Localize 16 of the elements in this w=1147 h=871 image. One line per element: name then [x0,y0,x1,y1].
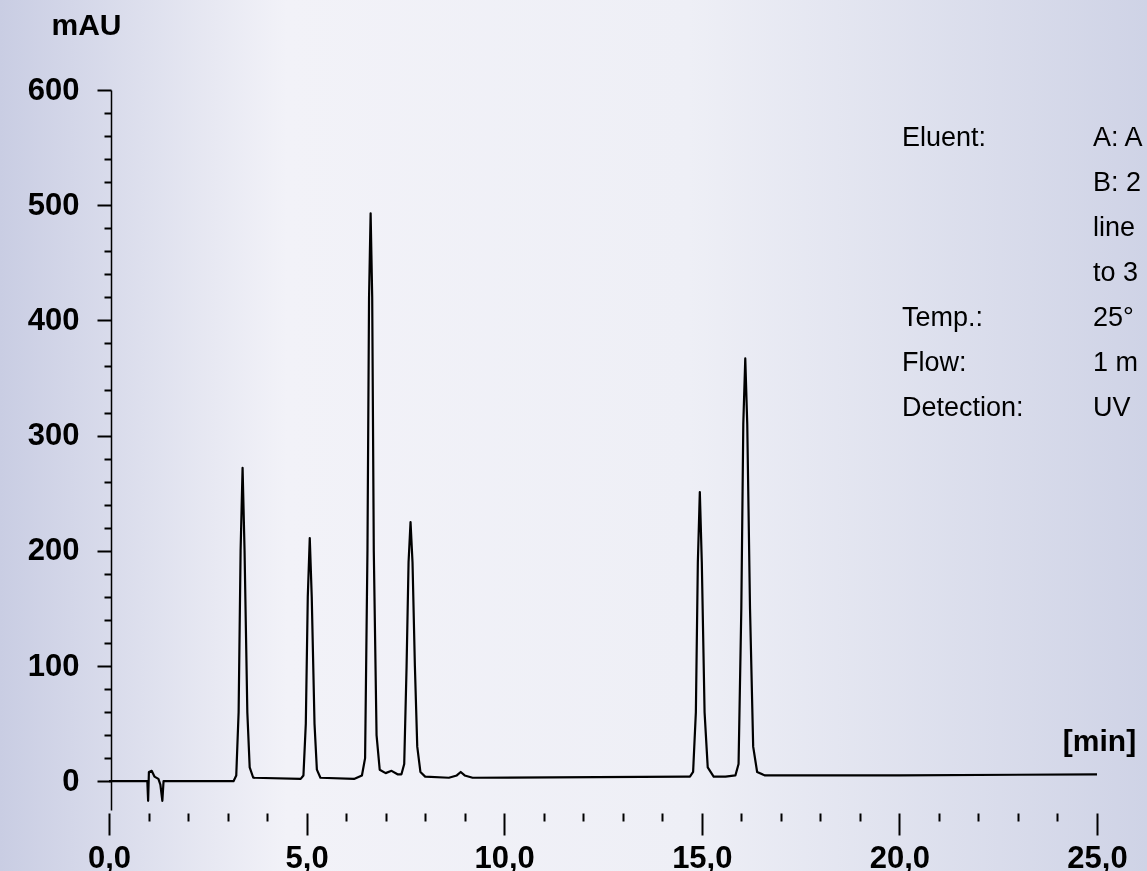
annotation: line [1093,212,1136,242]
y-tick-label: 300 [27,417,80,453]
y-tick-label: 600 [27,71,80,107]
y-tick-label: 400 [27,301,80,337]
annotation: B: 2 [1093,167,1142,197]
text: Flow: 1 m [902,347,1139,377]
text: Detection: UV [902,392,1131,422]
x-axis-title: [min] [1062,723,1137,757]
text: Eluent: A: A [902,122,1143,152]
y-tick-label: 200 [27,532,80,568]
text: Temp.: 25° [902,302,1134,332]
annotation: to 3 [1093,257,1139,287]
y-tick-label: 0 [62,762,80,798]
y-tick-label: 500 [27,186,80,222]
y-axis-title: mAU [51,7,122,41]
y-tick-label: 100 [27,647,80,683]
